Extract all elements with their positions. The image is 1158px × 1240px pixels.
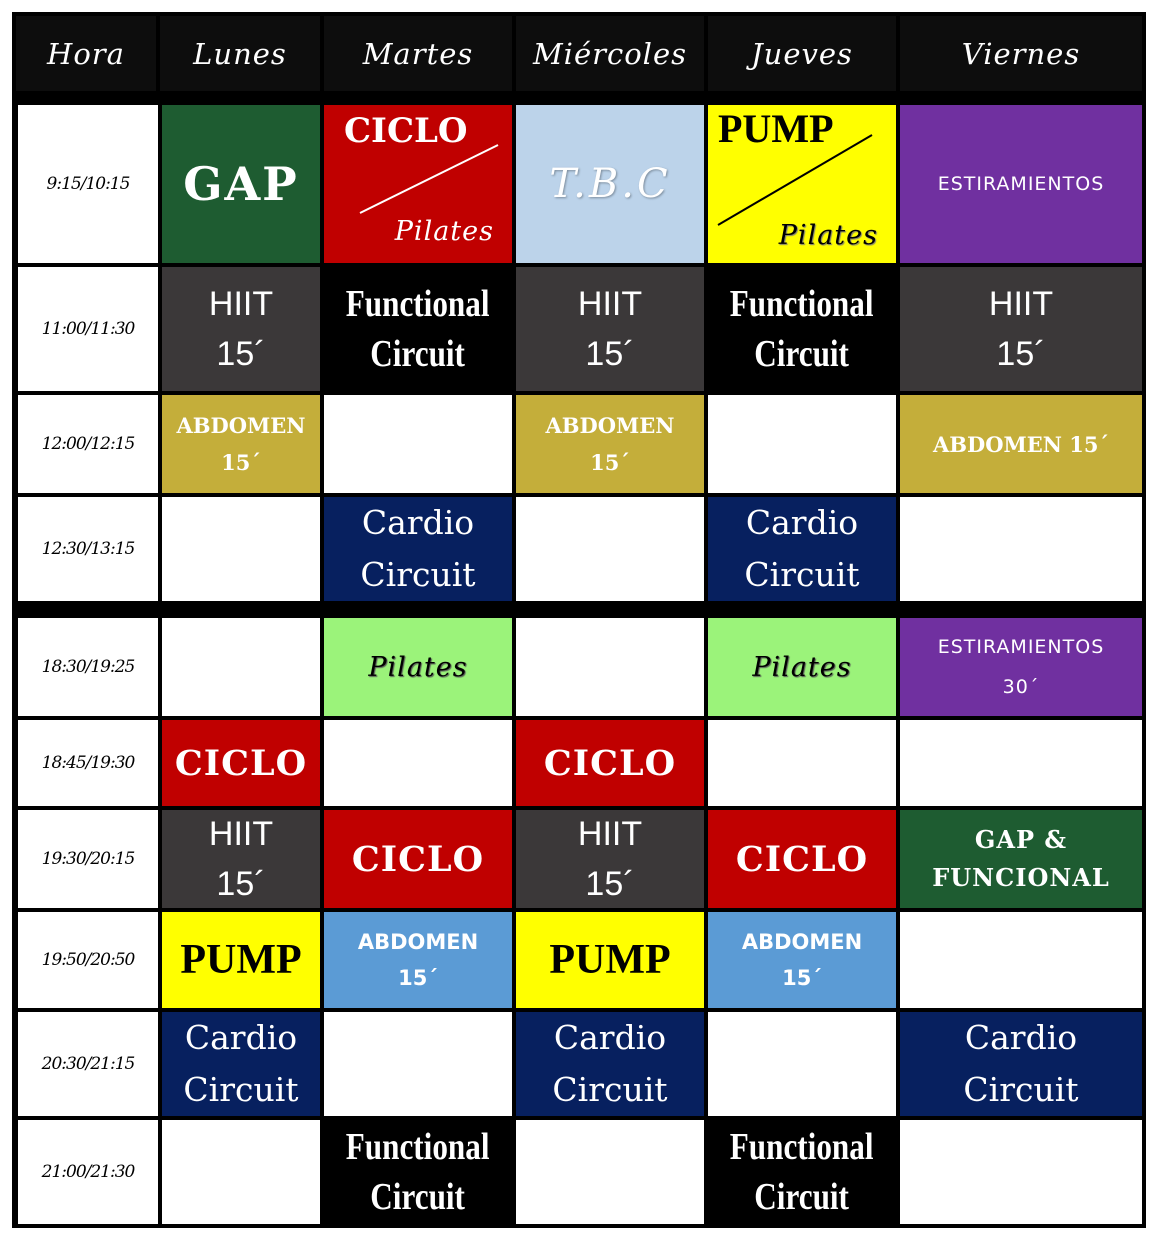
time-slot: 11:00/11:30 [18,267,158,391]
empty-slot [708,1012,896,1116]
empty-slot [516,1120,704,1224]
empty-slot [900,1120,1142,1224]
class-functional-circuit: Functional Circuit [708,1120,896,1224]
empty-slot [900,720,1142,806]
class-abdomen: ABDOMEN 15´ [900,395,1142,493]
header-hora: Hora [16,16,156,91]
header-miercoles: Miércoles [516,16,704,91]
class-estiramientos: ESTIRAMIENTOS 30´ [900,618,1142,716]
class-pump: PUMP [162,912,320,1008]
class-cardio-circuit: Cardio Circuit [900,1012,1142,1116]
class-pump: PUMP [516,912,704,1008]
class-hiit: HIIT 15´ [162,810,320,908]
diagonal-divider [717,134,873,226]
class-gap: GAP [162,105,320,263]
class-abdomen: ABDOMEN 15´ [324,912,512,1008]
empty-slot [162,1120,320,1224]
class-hiit: HIIT 15´ [516,267,704,391]
class-cardio-circuit: Cardio Circuit [516,1012,704,1116]
class-hiit: HIIT 15´ [516,810,704,908]
class-tbc: T.B.C [516,105,704,263]
class-ciclo: CICLO [324,810,512,908]
empty-slot [324,1012,512,1116]
class-cardio-circuit: Cardio Circuit [162,1012,320,1116]
class-estiramientos: ESTIRAMIENTOS [900,105,1142,263]
empty-slot [324,395,512,493]
empty-slot [708,395,896,493]
empty-slot [708,720,896,806]
class-hiit: HIIT 15´ [900,267,1142,391]
header-martes: Martes [324,16,512,91]
class-pilates: Pilates [324,618,512,716]
time-slot: 18:30/19:25 [18,618,158,716]
time-slot: 19:50/20:50 [18,912,158,1008]
empty-slot [516,618,704,716]
class-pump-pilates: PUMP Pilates [708,105,896,263]
class-abdomen: ABDOMEN 15´ [708,912,896,1008]
empty-slot [162,497,320,601]
header-lunes: Lunes [160,16,320,91]
time-slot: 21:00/21:30 [18,1120,158,1224]
header-jueves: Jueves [708,16,896,91]
class-cardio-circuit: Cardio Circuit [324,497,512,601]
class-ciclo: CICLO [708,810,896,908]
empty-slot [900,912,1142,1008]
class-ciclo-label: CICLO [344,111,468,151]
class-pump-label: PUMP [718,106,834,151]
empty-slot [516,497,704,601]
time-slot: 20:30/21:15 [18,1012,158,1116]
class-abdomen: ABDOMEN 15´ [162,395,320,493]
class-pilates: Pilates [708,618,896,716]
class-functional-circuit: Functional Circuit [324,267,512,391]
class-functional-circuit: Functional Circuit [324,1120,512,1224]
time-slot: 9:15/10:15 [18,105,158,263]
time-slot: 18:45/19:30 [18,720,158,806]
class-cardio-circuit: Cardio Circuit [708,497,896,601]
class-abdomen: ABDOMEN 15´ [516,395,704,493]
time-slot: 12:00/12:15 [18,395,158,493]
class-gap-funcional: GAP & FUNCIONAL [900,810,1142,908]
class-ciclo-pilates: CICLO Pilates [324,105,512,263]
class-pilates-label: Pilates [778,220,878,251]
diagonal-divider [359,144,499,214]
class-ciclo: CICLO [516,720,704,806]
time-slot: 12:30/13:15 [18,497,158,601]
class-ciclo: CICLO [162,720,320,806]
empty-slot [162,618,320,716]
class-pilates-label: Pilates [394,216,494,247]
class-hiit: HIIT 15´ [162,267,320,391]
empty-slot [324,720,512,806]
schedule-board: Hora Lunes Martes Miércoles Jueves Viern… [12,12,1146,1228]
time-slot: 19:30/20:15 [18,810,158,908]
header-viernes: Viernes [900,16,1142,91]
empty-slot [900,497,1142,601]
class-functional-circuit: Functional Circuit [708,267,896,391]
